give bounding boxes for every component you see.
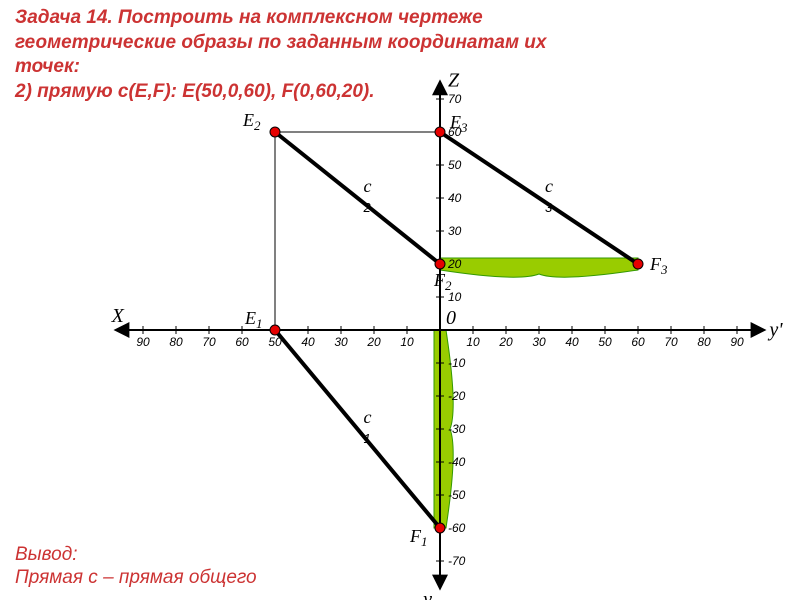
axis-label-x: X	[111, 305, 125, 327]
epure-diagram: X Zy y' 0 10 20 30 40 50 60 70 80 90 10 20 30 40 50 60 70 80…	[0, 0, 800, 600]
point-F3	[633, 259, 643, 269]
tick-z-70: 70	[448, 92, 462, 106]
tick-yprime-20: 20	[498, 335, 513, 349]
tick-x-70: 70	[202, 335, 216, 349]
point-label-E3: E3	[449, 112, 468, 135]
tick-yprime-10: 10	[466, 335, 480, 349]
point-E2	[270, 127, 280, 137]
tick-y-20: -20	[448, 389, 466, 403]
tick-y-50: -50	[448, 488, 466, 502]
projection-line-c3	[440, 132, 638, 264]
line-label-c3: c	[545, 176, 553, 196]
point-E3	[435, 127, 445, 137]
point-F2	[435, 259, 445, 269]
projection-line-c1	[275, 330, 440, 528]
tick-yprime-50: 50	[598, 335, 612, 349]
projection-line-c2	[275, 132, 440, 264]
point-label-E2: E2	[242, 110, 261, 133]
tick-x-60: 60	[235, 335, 249, 349]
point-label-E1: E1	[244, 308, 263, 331]
axis-label-yprime: y'	[767, 319, 783, 341]
tick-yprime-80: 80	[697, 335, 711, 349]
tick-z-40: 40	[448, 191, 462, 205]
tick-y-10: -10	[448, 356, 466, 370]
tick-x-80: 80	[169, 335, 183, 349]
tick-y-40: -40	[448, 455, 466, 469]
point-label-F2: F2	[433, 270, 452, 293]
tick-yprime-70: 70	[664, 335, 678, 349]
tick-y-60: -60	[448, 521, 466, 535]
tick-x-90: 90	[136, 335, 150, 349]
origin-label: 0	[446, 307, 456, 329]
tick-yprime-90: 90	[730, 335, 744, 349]
tick-z-50: 50	[448, 158, 462, 172]
axis-label-z: Z	[448, 70, 460, 92]
line-label-c2: c	[364, 176, 372, 196]
point-label-F3: F3	[649, 254, 668, 277]
tick-x-10: 10	[400, 335, 414, 349]
axis-label-y: y	[421, 588, 432, 600]
tick-z-30: 30	[448, 224, 462, 238]
line-sub-c3: 3	[545, 200, 553, 215]
line-label-c1: c	[364, 407, 372, 427]
line-sub-c2: 2	[363, 200, 372, 215]
tick-x-20: 20	[366, 335, 381, 349]
tick-x-30: 30	[334, 335, 348, 349]
tick-x-40: 40	[301, 335, 315, 349]
tick-y-70: -70	[448, 554, 466, 568]
point-F1	[435, 523, 445, 533]
tick-yprime-40: 40	[565, 335, 579, 349]
point-label-F1: F1	[409, 526, 428, 549]
tick-yprime-30: 30	[532, 335, 546, 349]
point-E1	[270, 325, 280, 335]
tick-z-20: 20	[447, 257, 462, 271]
bracket-horizontal	[440, 258, 638, 277]
line-sub-c1: 1	[364, 431, 371, 446]
tick-yprime-60: 60	[631, 335, 645, 349]
tick-y-30: -30	[448, 422, 466, 436]
